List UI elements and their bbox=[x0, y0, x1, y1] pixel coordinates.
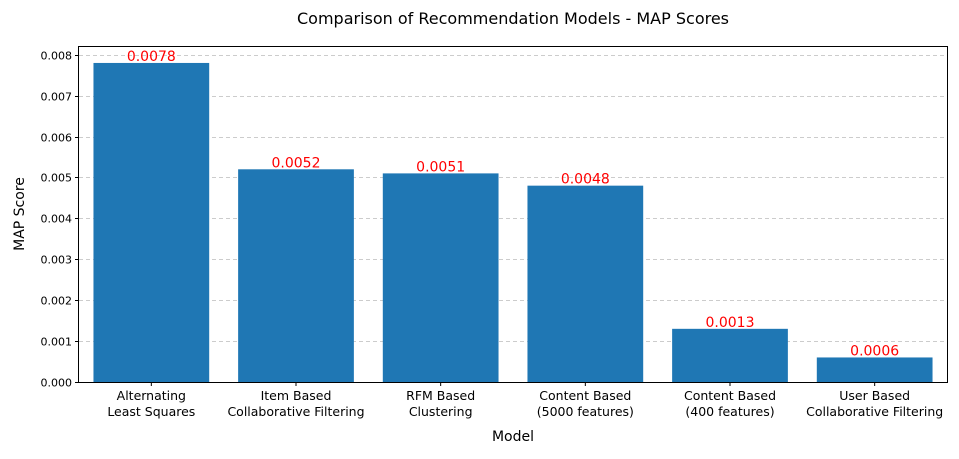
data-label: 0.0078 bbox=[127, 49, 176, 65]
y-tick-label: 0.004 bbox=[41, 213, 73, 226]
y-axis: 0.000 0.001 0.002 0.003 0.004 0.005 0.006 0.007… bbox=[41, 50, 79, 390]
y-tick-label: 0.007 bbox=[41, 91, 73, 104]
y-tick-label: 0.005 bbox=[41, 172, 73, 185]
chart-title: Comparison of Recommendation Models - MA… bbox=[297, 9, 729, 28]
x-tick-label: Content Based bbox=[539, 388, 631, 403]
x-tick-label: Collaborative Filtering bbox=[227, 404, 364, 419]
x-tick-label: Clustering bbox=[409, 404, 473, 419]
y-tick-label: 0.001 bbox=[41, 336, 73, 349]
y-tick-label: 0.008 bbox=[41, 50, 73, 63]
bar bbox=[238, 169, 354, 382]
x-tick-label: Alternating bbox=[117, 388, 186, 403]
bar bbox=[93, 62, 210, 382]
x-tick-label: (400 features) bbox=[685, 404, 774, 419]
bars bbox=[93, 62, 933, 382]
data-labels: 0.0078 0.0052 0.0051 0.0048 0.0013 0.0006 bbox=[127, 49, 899, 360]
x-tick-label: Collaborative Filtering bbox=[806, 404, 943, 419]
y-tick-label: 0.000 bbox=[41, 377, 73, 390]
y-axis-label: MAP Score bbox=[12, 177, 28, 251]
grid-lines bbox=[79, 55, 947, 342]
data-label: 0.0048 bbox=[561, 172, 610, 188]
bar bbox=[527, 185, 644, 382]
x-tick-label: Content Based bbox=[684, 388, 776, 403]
plot-frame bbox=[78, 46, 948, 383]
data-label: 0.0006 bbox=[850, 343, 899, 359]
x-tick-label: Item Based bbox=[261, 388, 332, 403]
x-tick-label: User Based bbox=[839, 388, 910, 403]
x-tick-label: RFM Based bbox=[406, 388, 475, 403]
bar bbox=[672, 328, 788, 382]
data-label: 0.0051 bbox=[416, 159, 465, 175]
y-tick-label: 0.002 bbox=[41, 295, 73, 308]
bar bbox=[382, 173, 499, 382]
data-label: 0.0052 bbox=[272, 155, 321, 171]
y-tick-label: 0.003 bbox=[41, 254, 73, 267]
x-tick-label: (5000 features) bbox=[537, 404, 634, 419]
x-axis-label: Model bbox=[492, 429, 534, 445]
x-tick-label: Least Squares bbox=[107, 404, 195, 419]
data-label: 0.0013 bbox=[706, 315, 755, 331]
y-tick-label: 0.006 bbox=[41, 132, 73, 145]
bar bbox=[816, 357, 933, 382]
